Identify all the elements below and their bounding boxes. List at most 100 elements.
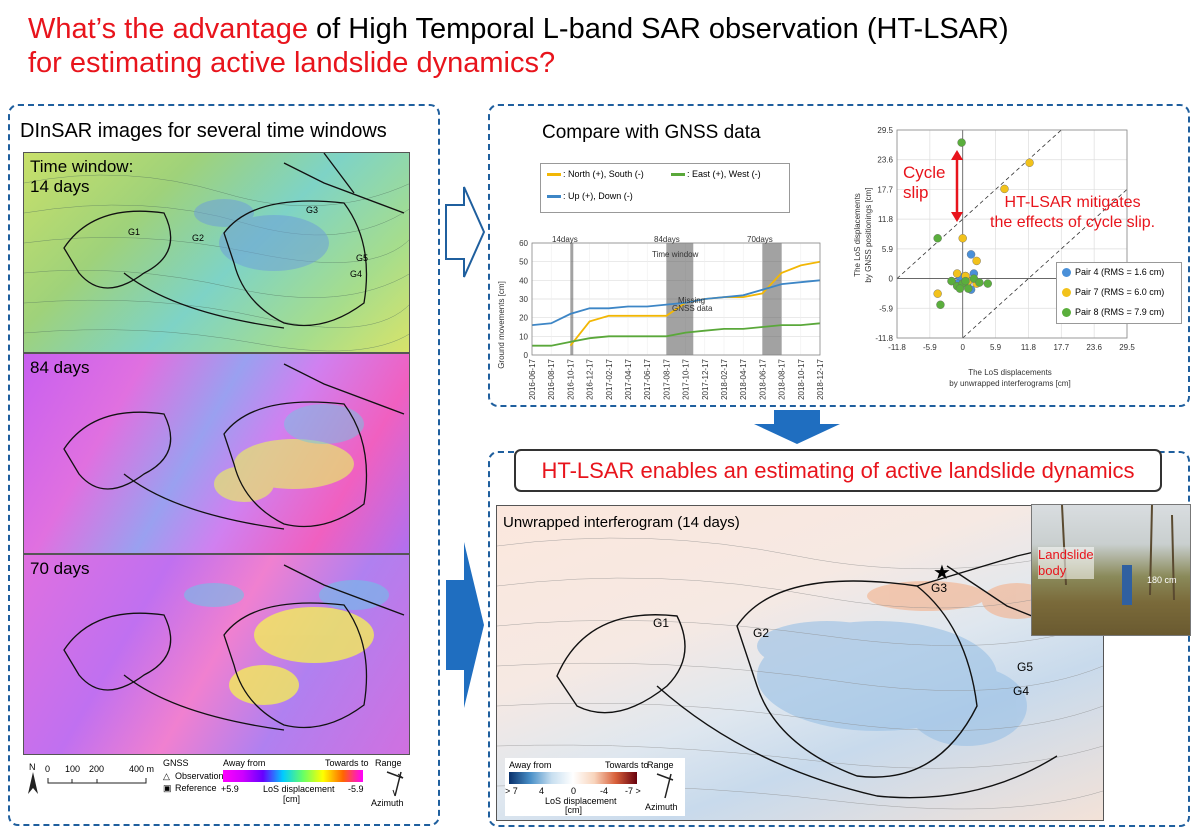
y-tick-label: 0 bbox=[524, 351, 529, 360]
x-tick-label: -5.9 bbox=[923, 343, 937, 352]
plot-frame bbox=[531, 242, 821, 356]
scale-tick: 200 bbox=[89, 764, 105, 774]
away-label: Away from bbox=[509, 760, 552, 770]
legend-ns: : North (+), South (-) bbox=[563, 169, 644, 179]
colorbar-tick: 4 bbox=[539, 786, 545, 796]
x-tick-label: 0 bbox=[960, 343, 965, 352]
window-label-70: 70 days bbox=[30, 559, 90, 578]
dinsar-panel bbox=[8, 104, 440, 826]
page-title: What’s the advantage of High Temporal L-… bbox=[28, 12, 1009, 80]
mitigates-line1: HT-LSAR mitigates bbox=[1004, 194, 1141, 211]
x-tick-label: 2018-10-17 bbox=[797, 358, 806, 399]
unwrapped-legend: Away from Towards to > 7 4 0 -4 -7 > LoS… bbox=[505, 758, 685, 816]
cycle-slip-line1: Cycle bbox=[903, 163, 946, 182]
unwrapped-unit2: [cm] bbox=[565, 805, 582, 815]
x-tick-label: 2018-12-17 bbox=[816, 358, 825, 399]
y-tick-label: 40 bbox=[519, 276, 528, 285]
landslide-body-label: Landslide body bbox=[1038, 547, 1094, 579]
window-label-line2: 14 days bbox=[30, 177, 90, 196]
gnss-label-g3: G3 bbox=[931, 581, 948, 595]
unwrapped-map: Unwrapped interferogram (14 days) G1 G2 … bbox=[496, 505, 1104, 821]
x-tick-label: 11.8 bbox=[1021, 343, 1037, 352]
y-tick-label: 11.8 bbox=[878, 215, 894, 224]
x-tick-label: 2018-06-17 bbox=[758, 358, 767, 399]
legend-dot-pair7 bbox=[1062, 288, 1071, 297]
scatter-point bbox=[947, 276, 956, 286]
x-tick-label: 23.6 bbox=[1086, 343, 1102, 352]
colorbar bbox=[223, 770, 363, 782]
time-window-label: Time window bbox=[652, 250, 699, 259]
range-azimuth-arrow-icon bbox=[386, 771, 404, 797]
title-line2: for estimating active landslide dynamics… bbox=[28, 47, 556, 79]
reference-label: Reference bbox=[175, 783, 217, 793]
dinsar-map-14days: Time window: 14 days G1 G2 G3 G4 G5 bbox=[23, 152, 410, 353]
colorbar-unit: LoS displacement bbox=[263, 784, 335, 794]
y-tick-label: 17.7 bbox=[877, 185, 893, 194]
legend-ew: : East (+), West (-) bbox=[687, 169, 761, 179]
solid-arrow-right-icon bbox=[446, 542, 484, 708]
legend-pair4: Pair 4 (RMS = 1.6 cm) bbox=[1075, 267, 1165, 277]
cycle-slip-line2: slip bbox=[903, 183, 929, 202]
unwrapped-map-title: Unwrapped interferogram (14 days) bbox=[503, 514, 740, 531]
scatter-point bbox=[983, 279, 992, 288]
colorbar-tick: 0 bbox=[571, 786, 577, 796]
y-tick-label: 60 bbox=[519, 239, 528, 248]
x-tick-label: 2017-10-17 bbox=[682, 358, 691, 399]
unwrapped-map-drawing bbox=[497, 535, 1103, 810]
landslide-line1: Landslide bbox=[1038, 547, 1094, 562]
colorbar-tick: > 7 bbox=[505, 786, 518, 796]
scatter-ylabel-2: by GNSS positionings [cm] bbox=[864, 187, 873, 282]
x-tick-label: 2016-12-17 bbox=[586, 358, 595, 399]
gnss-compare-heading: Compare with GNSS data bbox=[542, 122, 761, 143]
map-contours bbox=[63, 363, 405, 530]
colorbar-away-label: Away from bbox=[223, 758, 266, 768]
dinsar-map-84days: 84 days bbox=[23, 353, 410, 554]
y-tick-label: 23.6 bbox=[877, 156, 893, 165]
towards-label: Towards to bbox=[605, 760, 649, 770]
window-label-84: 84 days bbox=[30, 358, 90, 377]
x-tick-label: 2016-08-17 bbox=[547, 358, 556, 399]
star-icon: ★ bbox=[933, 562, 951, 584]
legend-swatch-ew bbox=[671, 173, 685, 176]
range-azimuth-arrow-icon bbox=[656, 773, 674, 799]
timeseries-ylabel: Ground movements [cm] bbox=[497, 281, 506, 369]
y-tick-label: 29.5 bbox=[877, 126, 893, 135]
title-highlight: What’s the advantage bbox=[28, 13, 308, 45]
x-tick-label: 2016-10-17 bbox=[566, 358, 575, 399]
legend-swatch-ud bbox=[547, 195, 561, 198]
scatter-point bbox=[936, 300, 945, 309]
scatter-point bbox=[964, 284, 973, 293]
y-tick-label: 10 bbox=[519, 332, 528, 341]
window-label-70days: 70days bbox=[747, 235, 773, 244]
scatter-point bbox=[933, 234, 942, 243]
cycle-slip-annotation: Cycle slip bbox=[903, 163, 946, 203]
gnss-label-g5: G5 bbox=[1017, 660, 1034, 674]
landslide-line2: body bbox=[1038, 563, 1067, 578]
dinsar-map-70days: 70 days bbox=[23, 554, 410, 755]
scatter-point bbox=[1000, 184, 1009, 194]
x-tick-label: 2017-12-17 bbox=[701, 358, 710, 399]
scatter-xlabel-2: by unwrapped interferograms [cm] bbox=[949, 379, 1070, 388]
window-label-line1: Time window: bbox=[30, 157, 134, 176]
reference-line bbox=[896, 129, 1062, 279]
gnss-label-g5: G5 bbox=[356, 253, 369, 263]
map-contours bbox=[63, 564, 405, 731]
y-tick-label: -11.8 bbox=[875, 334, 893, 343]
dinsar-legend: N 0 100 200 400 m GNSS △ Observation ▣ R… bbox=[23, 758, 423, 818]
gnss-label-g1: G1 bbox=[128, 227, 141, 237]
colorbar-tick: -7 > bbox=[625, 786, 641, 796]
scatter-xlabel-1: The LoS displacements bbox=[968, 368, 1052, 377]
y-tick-label: 5.9 bbox=[882, 245, 894, 254]
legend-dot-pair8 bbox=[1062, 308, 1071, 317]
range-label: Range bbox=[375, 758, 402, 768]
azimuth-label: Azimuth bbox=[371, 798, 404, 808]
scatter-point bbox=[972, 256, 981, 266]
scale-tick: 0 bbox=[45, 764, 51, 774]
scatter-point bbox=[961, 276, 970, 286]
scatter-chart: -11.8-11.8 -5.9 -5.9 0 0 5.9 5.9 11.8 11.8 17.7 17… bbox=[853, 126, 1135, 388]
cycle-slip-arrow-icon bbox=[951, 150, 963, 222]
gnss-label-g3: G3 bbox=[306, 205, 319, 215]
legend-pair8: Pair 8 (RMS = 7.9 cm) bbox=[1075, 307, 1165, 317]
gnss-legend-title: GNSS bbox=[163, 758, 189, 768]
window-label-14days: 14days bbox=[552, 235, 578, 244]
